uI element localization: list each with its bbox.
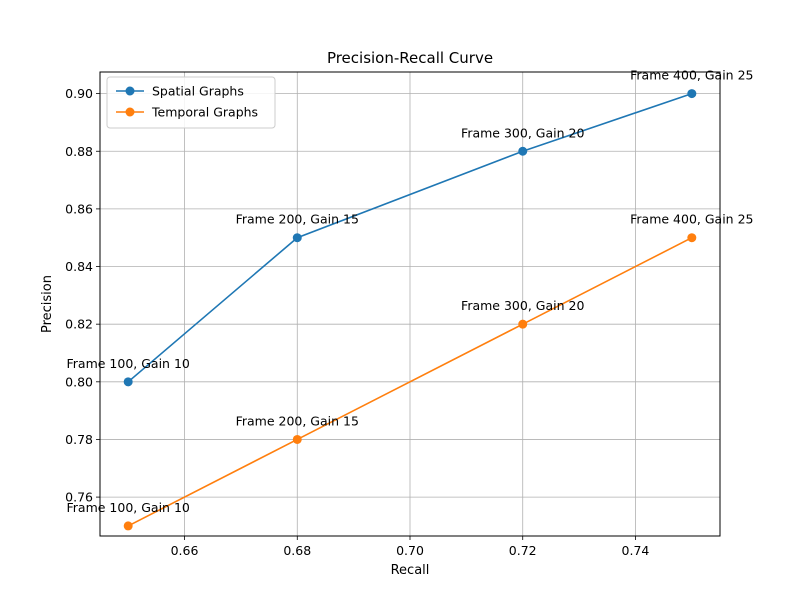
point-annotation: Frame 300, Gain 20 (461, 298, 584, 313)
point-annotation: Frame 300, Gain 20 (461, 125, 584, 140)
tick-layer: 0.66 0.68 0.70 0.72 0.74 0.76 0.78 0.80 0.82 0.84… (65, 86, 649, 558)
x-tick-label: 0.74 (622, 543, 650, 558)
grid (100, 72, 720, 536)
legend-marker (125, 107, 135, 117)
y-tick-label: 0.88 (65, 144, 93, 159)
y-tick-label: 0.90 (65, 86, 93, 101)
y-tick-label: 0.84 (65, 259, 93, 274)
y-tick-label: 0.82 (65, 317, 93, 332)
legend-label: Spatial Graphs (152, 84, 244, 99)
y-tick-label: 0.76 (65, 490, 93, 505)
x-tick-label: 0.68 (283, 543, 311, 558)
series-layer (123, 89, 697, 531)
data-point (687, 89, 697, 99)
data-point (292, 233, 302, 243)
point-annotation: Frame 100, Gain 10 (67, 500, 190, 515)
x-tick-label: 0.70 (396, 543, 424, 558)
y-tick-label: 0.80 (65, 374, 93, 389)
data-point (123, 377, 133, 387)
annotation-layer: Frame 100, Gain 10 Frame 200, Gain 15 Fram… (67, 68, 754, 515)
x-axis-title: Recall (391, 563, 430, 578)
series-line (127, 237, 693, 527)
data-point (518, 319, 528, 329)
series-line (127, 92, 693, 383)
series-2 (123, 233, 697, 531)
point-annotation: Frame 100, Gain 10 (67, 356, 190, 371)
y-tick-label: 0.86 (65, 201, 93, 216)
data-point (518, 146, 528, 156)
legend-box (106, 76, 276, 129)
point-annotation: Frame 200, Gain 15 (236, 413, 359, 428)
point-annotation: Frame 400, Gain 25 (630, 212, 753, 227)
legend-marker (125, 86, 135, 96)
x-tick-label: 0.66 (171, 543, 199, 558)
y-tick-label: 0.78 (65, 432, 93, 447)
point-annotation: Frame 400, Gain 25 (630, 68, 753, 83)
point-annotation: Frame 200, Gain 15 (236, 212, 359, 227)
data-point (292, 434, 302, 444)
legend-label: Temporal Graphs (151, 105, 258, 120)
series-1 (123, 89, 697, 387)
data-point (687, 233, 697, 243)
legend: Spatial Graphs Temporal Graphs (106, 76, 276, 129)
data-point (123, 521, 133, 531)
x-tick-label: 0.72 (509, 543, 537, 558)
y-axis-title: Precision (40, 275, 55, 333)
chart-title: Precision-Recall Curve (327, 49, 493, 67)
